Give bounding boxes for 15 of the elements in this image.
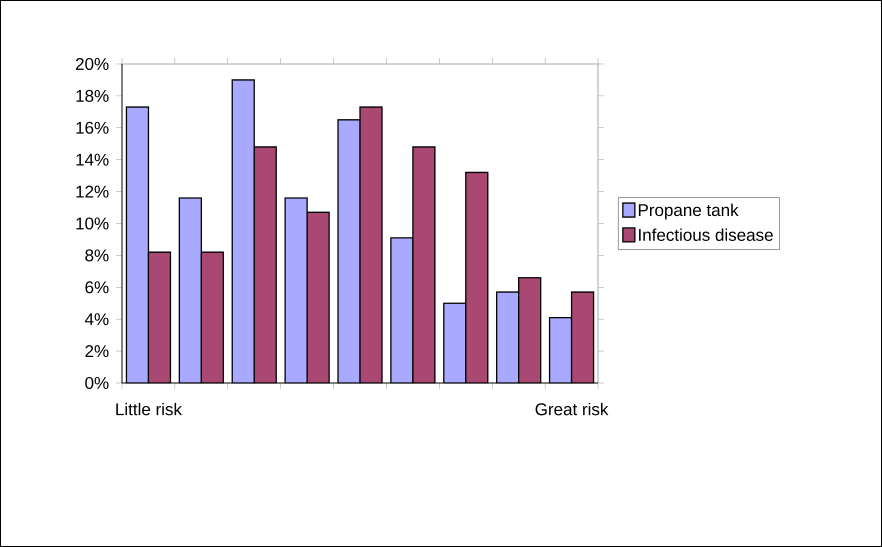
y-tick-label: 12% xyxy=(76,186,109,198)
y-tick-label: 16% xyxy=(76,122,109,134)
y-tick-label: 18% xyxy=(76,90,109,102)
y-tick-label: 10% xyxy=(76,217,109,230)
y-tick-label: 4% xyxy=(84,313,109,326)
y-tick-label: 2% xyxy=(85,345,109,358)
y-tick-label: 20% xyxy=(76,58,109,70)
y-tick-label: 6% xyxy=(85,281,109,294)
y-tick-label: 0% xyxy=(85,376,109,390)
legend-label: Propane tank xyxy=(638,204,739,220)
y-tick-label: 14% xyxy=(76,154,109,166)
y-tick-label: 8% xyxy=(85,249,109,262)
x-tick-label: Great risk xyxy=(536,402,608,416)
legend-label: Infectious disease xyxy=(639,228,773,241)
x-tick-label: Little risk xyxy=(116,402,182,416)
